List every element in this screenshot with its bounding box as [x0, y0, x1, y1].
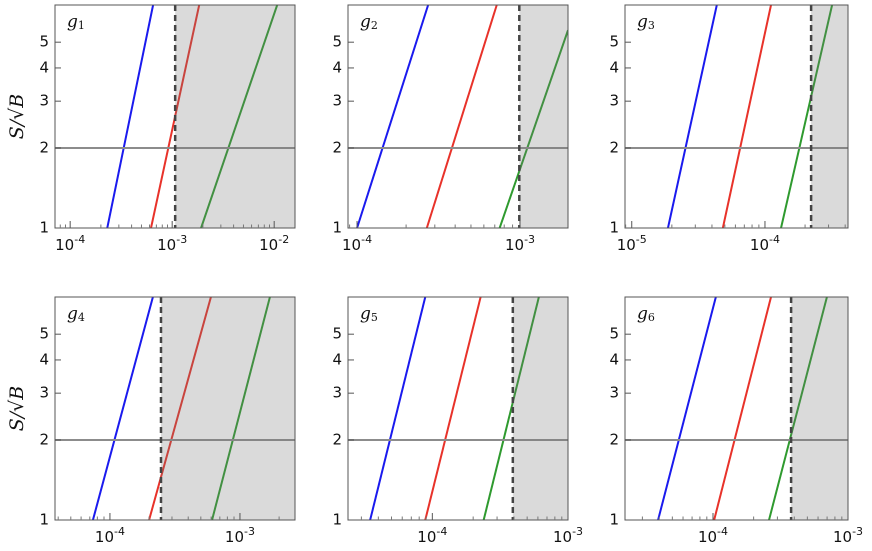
series-line	[713, 297, 772, 520]
x-tick-label: 10-3	[225, 525, 255, 546]
plot-frame	[54, 296, 296, 521]
y-tick-label: 3	[39, 384, 49, 402]
panel: 1 2 3 4 5 10-4 10-3 g4 S/√B	[6, 296, 296, 546]
y-tick-label: 3	[609, 384, 619, 402]
shaded-region	[811, 5, 848, 228]
series-line	[148, 297, 212, 520]
y-tick-label: 5	[332, 33, 342, 51]
y-tick-label: 2	[609, 138, 619, 156]
series-line	[721, 5, 772, 228]
y-tick-label: 2	[609, 430, 619, 448]
series-line	[369, 297, 427, 520]
panel-title: g2	[360, 12, 378, 33]
plot-area	[55, 297, 295, 520]
panel: 1 2 3 4 5 10-4 10-3 g6	[609, 296, 863, 546]
y-tick-label: 4	[39, 58, 49, 76]
plot-area	[348, 297, 568, 520]
series-line	[91, 297, 154, 520]
y-tick-label: 3	[609, 92, 619, 110]
x-tick-label: 10-4	[417, 525, 447, 546]
y-tick-label: 1	[609, 511, 619, 529]
x-tick-label: 10-4	[750, 233, 780, 254]
plot-area	[55, 5, 295, 228]
y-tick-label: 4	[332, 58, 342, 76]
y-tick-label: 4	[39, 350, 49, 368]
plot-area	[625, 5, 848, 228]
y-tick-label: 4	[609, 350, 619, 368]
panel: 1 2 3 4 5 10-4 10-3 10-2 g1 S/√B	[6, 4, 296, 254]
x-tick-label: 10-4	[698, 525, 728, 546]
series-line	[780, 5, 834, 228]
x-tick-label: 10-3	[505, 233, 535, 254]
panel: 1 2 3 4 5 10-4 10-3 g2	[332, 4, 569, 254]
panel-title: g6	[637, 304, 655, 325]
series-line	[482, 297, 540, 520]
x-tick-label: 10-4	[55, 233, 85, 254]
y-tick-label: 2	[39, 138, 49, 156]
panel-title: g1	[67, 12, 85, 33]
shaded-region	[519, 5, 568, 228]
series-line	[424, 297, 482, 520]
panel-title: g4	[67, 304, 85, 325]
panel-title: g3	[637, 12, 655, 33]
y-tick-label: 3	[332, 384, 342, 402]
y-tick-label: 1	[609, 219, 619, 237]
y-tick-label: 1	[39, 511, 49, 529]
shaded-region	[160, 297, 295, 520]
plot-frame	[54, 4, 296, 229]
series-line	[106, 5, 155, 228]
series-line	[356, 5, 430, 228]
y-tick-label: 2	[332, 430, 342, 448]
panel: 1 2 3 4 5 10-5 10-4 g3	[609, 4, 849, 254]
y-tick-label: 5	[609, 325, 619, 343]
y-tick-label: 1	[39, 219, 49, 237]
plot-frame	[347, 296, 569, 521]
series-line	[211, 297, 271, 520]
x-tick-label: 10-5	[617, 233, 647, 254]
y-axis-label: S/√B	[6, 386, 28, 432]
y-tick-label: 4	[332, 350, 342, 368]
y-axis-label: S/√B	[6, 94, 28, 140]
plot-area	[348, 5, 568, 228]
y-tick-label: 5	[39, 33, 49, 51]
shaded-region	[175, 5, 295, 228]
panel: 1 2 3 4 5 10-4 10-3 g5	[332, 296, 583, 546]
panel-title: g5	[360, 304, 378, 325]
x-tick-label: 10-4	[95, 525, 125, 546]
x-tick-label: 10-3	[157, 233, 187, 254]
series-line	[425, 5, 498, 228]
y-tick-label: 3	[332, 92, 342, 110]
series-line	[657, 297, 717, 520]
series-line	[768, 297, 828, 520]
x-tick-label: 10-3	[833, 525, 863, 546]
shaded-region	[512, 297, 568, 520]
series-line	[498, 29, 568, 228]
plot-frame	[624, 4, 849, 229]
y-tick-label: 3	[39, 92, 49, 110]
plot-frame	[624, 296, 849, 521]
y-tick-label: 2	[332, 138, 342, 156]
plot-area	[625, 297, 848, 520]
y-tick-label: 5	[39, 325, 49, 343]
y-tick-label: 4	[609, 58, 619, 76]
y-tick-label: 5	[332, 325, 342, 343]
y-tick-label: 2	[39, 430, 49, 448]
plot-frame	[347, 4, 569, 229]
series-line	[666, 5, 718, 228]
x-tick-label: 10-3	[553, 525, 583, 546]
y-tick-label: 1	[332, 219, 342, 237]
series-line	[200, 5, 279, 228]
shaded-region	[791, 297, 848, 520]
y-tick-label: 1	[332, 511, 342, 529]
y-tick-label: 5	[609, 33, 619, 51]
x-tick-label: 10-4	[342, 233, 372, 254]
x-tick-label: 10-2	[259, 233, 289, 254]
